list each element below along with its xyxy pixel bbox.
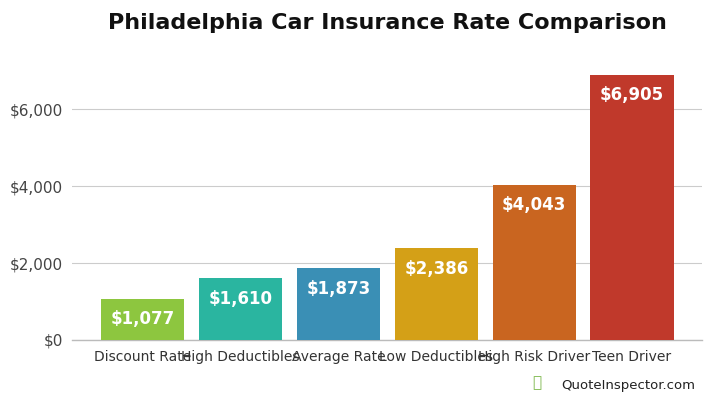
- Text: $6,905: $6,905: [600, 86, 664, 104]
- Bar: [199, 278, 282, 340]
- Bar: [101, 299, 184, 340]
- Bar: [591, 75, 673, 340]
- Bar: [297, 268, 380, 340]
- Text: Ⓜ: Ⓜ: [532, 375, 542, 390]
- Text: $1,077: $1,077: [111, 310, 174, 328]
- Text: $2,386: $2,386: [404, 260, 468, 278]
- Text: $4,043: $4,043: [502, 196, 566, 214]
- Bar: [492, 185, 576, 340]
- Bar: [395, 248, 478, 340]
- Text: QuoteInspector.com: QuoteInspector.com: [561, 379, 695, 392]
- Text: $1,873: $1,873: [306, 280, 371, 298]
- Text: $1,610: $1,610: [209, 290, 272, 308]
- Title: Philadelphia Car Insurance Rate Comparison: Philadelphia Car Insurance Rate Comparis…: [108, 12, 667, 32]
